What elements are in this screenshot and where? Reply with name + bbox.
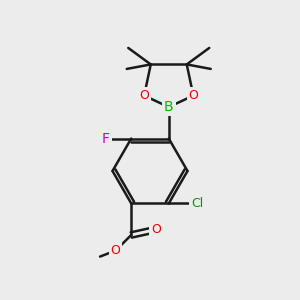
Text: F: F: [102, 131, 110, 146]
Text: B: B: [164, 100, 174, 114]
Text: Cl: Cl: [191, 197, 203, 210]
Text: O: O: [111, 244, 121, 257]
Text: O: O: [188, 89, 198, 102]
Text: O: O: [139, 89, 149, 102]
Text: O: O: [151, 223, 161, 236]
